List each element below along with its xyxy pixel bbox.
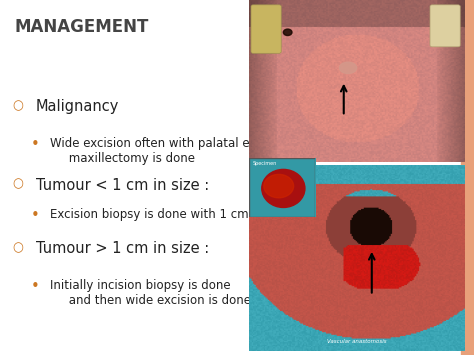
Text: Wide excision often with palatal excision or
     maxillectomy is done: Wide excision often with palatal excisio… xyxy=(50,137,306,165)
Text: Tumour > 1 cm in size :: Tumour > 1 cm in size : xyxy=(36,241,209,256)
Ellipse shape xyxy=(283,29,292,36)
FancyBboxPatch shape xyxy=(251,5,281,53)
Text: •: • xyxy=(31,279,39,294)
Text: Specimen: Specimen xyxy=(252,161,276,166)
Text: Malignancy: Malignancy xyxy=(36,99,119,114)
Ellipse shape xyxy=(264,174,294,198)
Text: ○: ○ xyxy=(12,99,23,113)
Ellipse shape xyxy=(339,62,356,73)
Text: Vascular anastomosis: Vascular anastomosis xyxy=(327,339,386,344)
Text: Initially incision biopsy is done
     and then wide excision is done.: Initially incision biopsy is done and th… xyxy=(50,279,255,307)
Text: ○: ○ xyxy=(12,241,23,255)
Text: •: • xyxy=(31,137,39,152)
Text: •: • xyxy=(31,208,39,223)
Text: Tumour < 1 cm in size :: Tumour < 1 cm in size : xyxy=(36,178,209,192)
FancyBboxPatch shape xyxy=(430,5,460,47)
Text: Excision biopsy is done with 1 cm clearance margin.: Excision biopsy is done with 1 cm cleara… xyxy=(50,208,359,221)
Text: MANAGEMENT: MANAGEMENT xyxy=(14,18,148,36)
Bar xyxy=(461,0,474,355)
Ellipse shape xyxy=(262,169,305,207)
Text: ○: ○ xyxy=(12,178,23,191)
